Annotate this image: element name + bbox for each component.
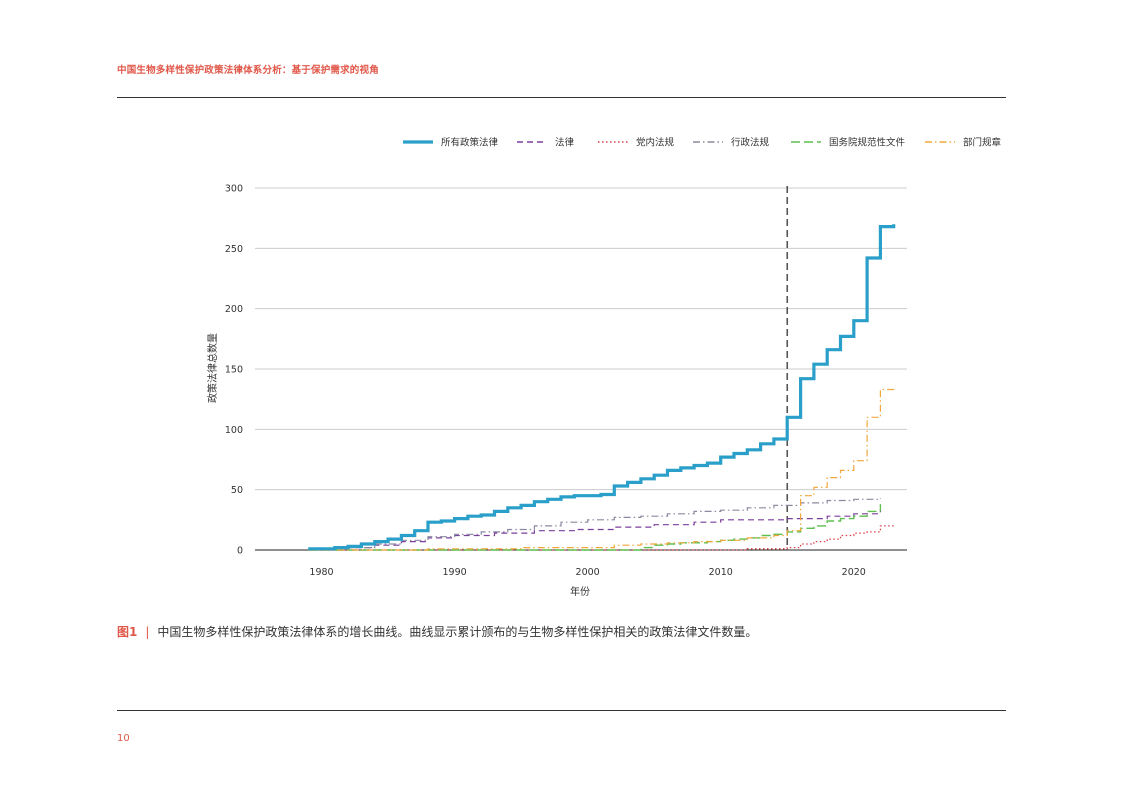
page-number: 10: [117, 733, 130, 744]
x-tick-label: 1990: [442, 567, 466, 578]
legend-label: 行政法规: [731, 137, 770, 149]
caption-text: 中国生物多样性保护政策法律体系的增长曲线。曲线显示累计颁布的与生物多样性保护相关…: [157, 625, 758, 639]
legend: 所有政策法律 法律 党内法规 行政法规 国务院规范性文件 部门规章: [403, 137, 1002, 149]
caption-separator: |: [145, 625, 150, 639]
series-line-5: [308, 388, 895, 551]
y-tick-label: 150: [225, 365, 243, 376]
y-tick-label: 100: [225, 425, 243, 436]
series-line-0: [308, 224, 896, 551]
y-tick-label: 300: [225, 184, 243, 195]
figure-caption: 图1 | 中国生物多样性保护政策法律体系的增长曲线。曲线显示累计颁布的与生物多样性保…: [117, 623, 757, 640]
x-tick-label: 2000: [576, 567, 600, 578]
legend-label: 所有政策法律: [441, 137, 499, 149]
grid-lines: [255, 187, 907, 491]
legend-label: 法律: [555, 137, 575, 149]
running-title: 中国生物多样性保护政策法律体系分析：基于保护需求的视角: [117, 65, 379, 76]
footer-rule: [117, 710, 1006, 711]
header-rule: [117, 97, 1006, 98]
axes: 0 50 100 150 200 250 300 1980 1990 2000 2010 2020: [225, 184, 907, 578]
x-tick-label: 2010: [709, 567, 733, 578]
y-tick-label: 250: [225, 244, 243, 255]
y-tick-label: 200: [225, 304, 243, 315]
series-line-3: [308, 498, 881, 551]
x-tick-label: 1980: [309, 567, 333, 578]
y-tick-label: 50: [231, 485, 243, 496]
series-line-1: [308, 510, 881, 551]
series-lines: [308, 224, 896, 551]
y-axis-label: 政策法律总数量: [206, 333, 219, 403]
series-line-2: [308, 524, 895, 551]
x-tick-label: 2020: [842, 567, 866, 578]
figure-label: 图1: [117, 625, 138, 639]
legend-label: 国务院规范性文件: [829, 137, 906, 149]
legend-label: 党内法规: [636, 137, 675, 149]
x-axis-label: 年份: [570, 585, 590, 598]
series-line-4: [308, 504, 882, 551]
legend-label: 部门规章: [963, 137, 1002, 149]
y-tick-label: 0: [237, 546, 243, 557]
